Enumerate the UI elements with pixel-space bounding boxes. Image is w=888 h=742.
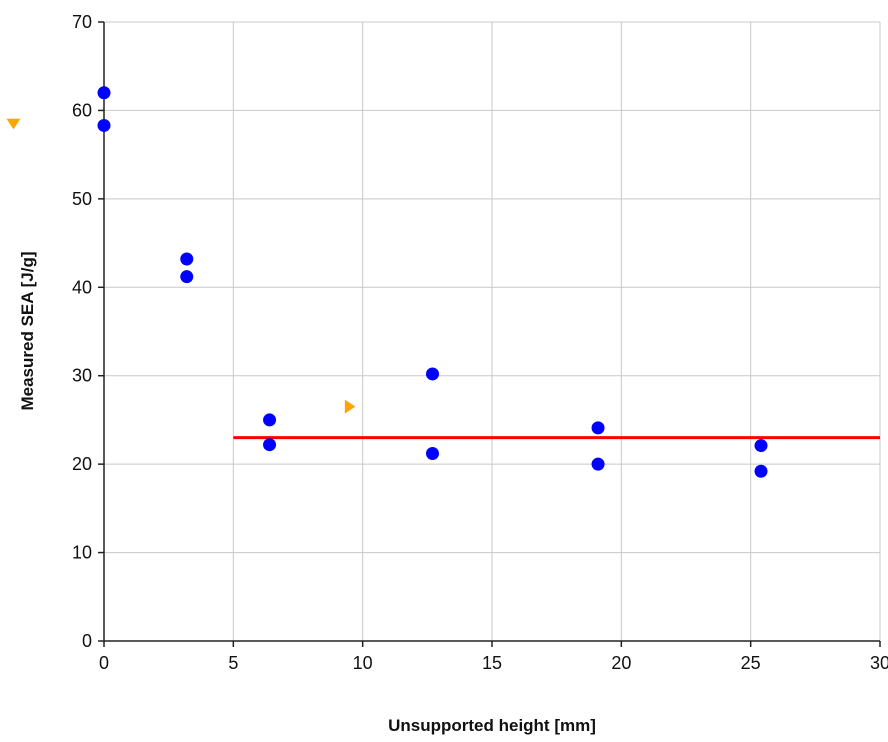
- x-tick-label: 10: [353, 653, 373, 673]
- y-tick-label: 0: [82, 631, 92, 651]
- tick-labels: 0 10 20 30 40 50 60 70 0 5 10 15 20 25 30: [72, 12, 888, 673]
- data-point: [97, 118, 111, 132]
- data-point: [591, 421, 605, 435]
- data-point: [180, 252, 194, 266]
- x-tick-label: 20: [611, 653, 631, 673]
- annotation-marker: [344, 399, 356, 414]
- x-tick-label: 25: [741, 653, 761, 673]
- y-tick-label: 40: [72, 277, 92, 297]
- x-tick-label: 5: [228, 653, 238, 673]
- x-tick-label: 0: [99, 653, 109, 673]
- annotation-marker: [6, 118, 21, 130]
- data-point: [426, 447, 440, 461]
- data-points: [97, 86, 768, 478]
- y-tick-label: 30: [72, 366, 92, 386]
- x-tick-label: 30: [870, 653, 888, 673]
- y-tick-label: 60: [72, 100, 92, 120]
- data-point: [180, 270, 194, 284]
- data-point: [591, 457, 605, 471]
- data-point: [754, 464, 768, 478]
- y-axis-title: Measured SEA [J/g]: [18, 251, 37, 410]
- grid: [104, 21, 881, 641]
- data-point: [426, 367, 440, 381]
- annotation-markers: [6, 118, 356, 414]
- y-tick-label: 10: [72, 543, 92, 563]
- data-point: [263, 413, 277, 427]
- y-tick-label: 50: [72, 189, 92, 209]
- axes: [98, 21, 881, 647]
- y-tick-label: 70: [72, 12, 92, 32]
- data-point: [754, 439, 768, 453]
- data-point: [97, 86, 111, 100]
- data-point: [263, 438, 277, 452]
- y-tick-label: 20: [72, 454, 92, 474]
- x-tick-label: 15: [482, 653, 502, 673]
- x-axis-title: Unsupported height [mm]: [388, 716, 596, 735]
